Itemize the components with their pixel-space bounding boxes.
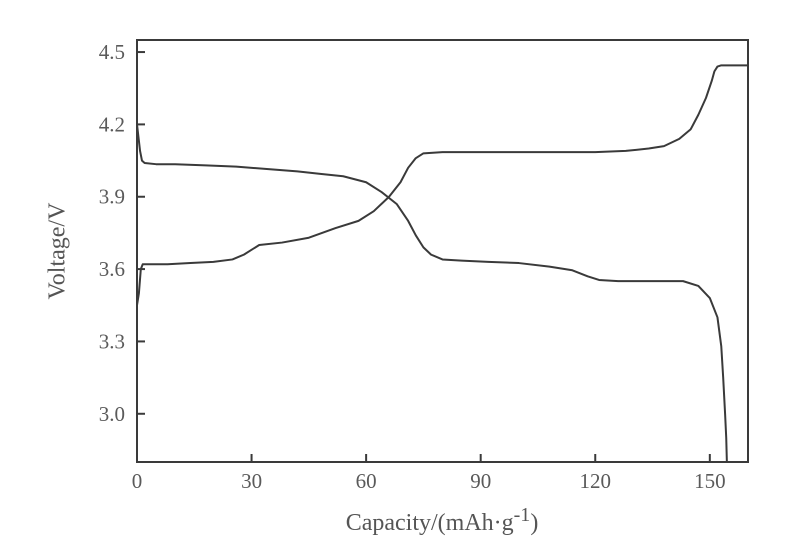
chart-container: 0 30 60 90 120 150 3.0 3.3 3.6 3.9 4.2 4.5 Voltage/…	[0, 0, 800, 553]
x-tick-label: 150	[694, 469, 726, 493]
y-tick-label: 4.2	[99, 112, 125, 136]
y-tick-label: 3.6	[99, 257, 125, 281]
x-tick-label: 0	[132, 469, 143, 493]
x-tick-label: 30	[241, 469, 262, 493]
x-tick-label: 60	[356, 469, 377, 493]
y-tick-label: 3.0	[99, 402, 125, 426]
x-axis-label: Capacity/(mAh·g-1)	[346, 504, 539, 537]
chart-svg: 0 30 60 90 120 150 3.0 3.3 3.6 3.9 4.2 4.5	[0, 0, 800, 553]
x-tick-label: 120	[580, 469, 612, 493]
y-axis-label: Voltage/V	[45, 203, 72, 300]
x-axis-label-pre: Capacity/(mAh·g	[346, 510, 514, 536]
x-axis-label-sup: -1	[514, 504, 531, 526]
x-axis-label-post: )	[530, 510, 538, 536]
y-tick-label: 3.3	[99, 329, 125, 353]
y-tick-label: 4.5	[99, 40, 125, 64]
y-tick-label: 3.9	[99, 185, 125, 209]
x-tick-label: 90	[470, 469, 491, 493]
